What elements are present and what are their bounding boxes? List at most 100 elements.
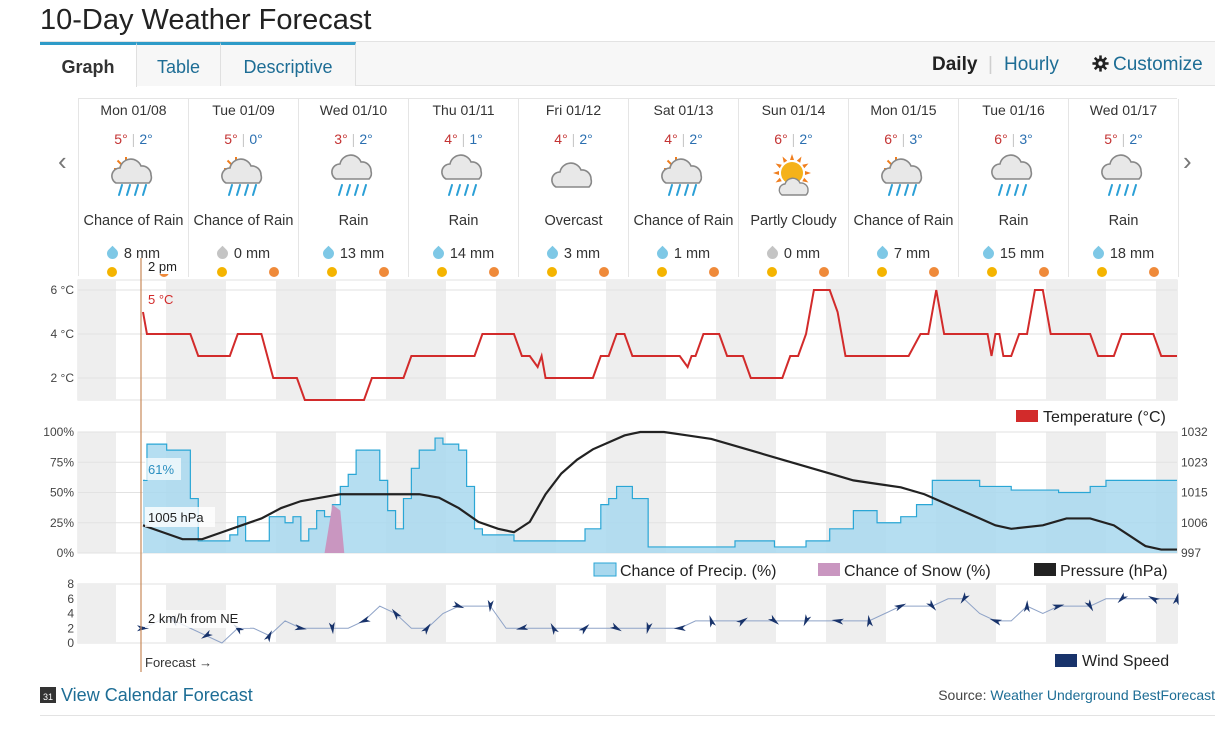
day-date: Fri 01/12 (545, 102, 602, 118)
precip-amount: 18 mm (1109, 246, 1155, 262)
day-temps: 6° | 3° (959, 131, 1068, 147)
night-band (78, 432, 116, 553)
night-band (1156, 584, 1178, 643)
wind-legend-swatch (1055, 654, 1077, 667)
sunset-icon (929, 267, 939, 277)
legend-swatch (593, 562, 617, 577)
day-column: Thu 01/11 4° | 1° Rain 14 mm (409, 99, 519, 277)
night-band (386, 280, 408, 400)
day-date: Sat 01/13 (653, 102, 714, 118)
y-tick-label-left: 25% (50, 516, 74, 530)
day-column: Mon 01/15 6° | 3° Chance of Rain 7 mm (849, 99, 959, 277)
day-column: Tue 01/16 6° | 3° Rain 15 mm (959, 99, 1069, 277)
night-band (276, 280, 298, 400)
tab-descriptive[interactable]: Descriptive (221, 42, 356, 86)
day-precip: 18 mm (1069, 245, 1178, 262)
pressure-cursor-label: 1005 hPa (148, 510, 204, 525)
daily-toggle[interactable]: Daily (932, 54, 978, 75)
night-band (276, 584, 298, 643)
wind-arrow (736, 617, 748, 627)
hourly-toggle[interactable]: Hourly (1004, 54, 1059, 75)
wind-arrow (1117, 592, 1129, 604)
page-title: 10-Day Weather Forecast (40, 4, 372, 36)
night-band (1046, 432, 1068, 553)
day-condition: Rain (1108, 213, 1139, 229)
wind-arrow (137, 625, 149, 632)
temp-separator: | (351, 131, 356, 147)
wind-arrow (233, 624, 245, 635)
day-date: Mon 01/15 (870, 102, 937, 118)
customize-button[interactable]: Customize (1092, 42, 1203, 87)
tab-table[interactable]: Table (137, 42, 221, 86)
night-band (606, 584, 628, 643)
wind-arrow (201, 629, 213, 639)
pressure-line (142, 430, 1177, 551)
wind-arrow (960, 592, 970, 604)
day-precip: 1 mm (629, 245, 738, 262)
temperature-line (142, 289, 1177, 401)
sunset-icon (379, 267, 389, 277)
y-tick-label: 2 °C (51, 371, 75, 385)
sunrise-icon (327, 267, 337, 277)
y-tick-label-left: 75% (50, 455, 74, 469)
precip-amount: 1 mm (673, 246, 711, 262)
night-band (188, 584, 226, 643)
night-band (166, 432, 188, 553)
wind-arrow (550, 622, 559, 635)
night-band (408, 584, 446, 643)
sunrise-icon (1097, 267, 1107, 277)
temp-low: 2° (799, 131, 813, 147)
prev-arrow[interactable]: ‹ (58, 146, 67, 176)
view-calendar-link[interactable]: 31 View Calendar Forecast (40, 685, 253, 706)
precip-amount: 14 mm (449, 246, 495, 262)
raindrop-icon (874, 245, 891, 262)
wind-arrow (989, 619, 1003, 626)
night-band (386, 432, 408, 553)
night-band (276, 432, 298, 553)
night-band (166, 584, 188, 643)
day-precip: 13 mm (299, 245, 408, 262)
temp-high: 5° (114, 131, 128, 147)
wind-arrow (421, 623, 431, 635)
sunset-icon (1039, 267, 1049, 277)
plot-area-0 (77, 279, 1178, 401)
sunrise-icon (437, 267, 447, 277)
temp-high: 6° (994, 131, 1008, 147)
gear-icon (1092, 55, 1109, 72)
night-band (298, 432, 336, 553)
wind-speed-line (142, 598, 1177, 644)
night-band (936, 584, 958, 643)
temp-high: 5° (1104, 131, 1118, 147)
source-credit: Source: Weather Underground BestForecast (938, 687, 1215, 703)
temperature-legend-label: Temperature (°C) (1043, 409, 1166, 426)
day-temps: 5° | 0° (189, 131, 298, 147)
night-band (936, 280, 958, 400)
y-tick-label-left: 100% (43, 425, 74, 439)
cloud-icon (551, 162, 593, 188)
temp-high: 6° (884, 131, 898, 147)
night-band (298, 280, 336, 400)
night-band (848, 432, 886, 553)
night-band (496, 280, 518, 400)
night-band (716, 280, 738, 400)
wind-arrow (646, 621, 653, 635)
night-band (408, 280, 446, 400)
wind-arrow (1023, 600, 1030, 613)
tab-graph[interactable]: Graph (40, 42, 137, 87)
day-temps: 3° | 2° (299, 131, 408, 147)
sun-cloud-rain-icon (661, 157, 703, 196)
next-arrow[interactable]: › (1183, 146, 1192, 176)
day-date: Mon 01/08 (100, 102, 167, 118)
day-date: Tue 01/16 (982, 102, 1045, 118)
day-condition: Chance of Rain (853, 213, 954, 229)
night-band (716, 584, 738, 643)
y-tick-label: 8 (67, 577, 74, 591)
wind-legend-label: Wind Speed (1082, 653, 1169, 670)
sunrise-icon (547, 267, 557, 277)
raindrop-icon (104, 245, 121, 262)
temp-separator: | (791, 131, 796, 147)
day-column: Sat 01/13 4° | 2° Chance of Rain 1 mm (629, 99, 739, 277)
legend-swatch (818, 563, 840, 576)
source-link[interactable]: Weather Underground BestForecast (990, 687, 1215, 703)
precip-cursor-label-bg (145, 458, 181, 480)
